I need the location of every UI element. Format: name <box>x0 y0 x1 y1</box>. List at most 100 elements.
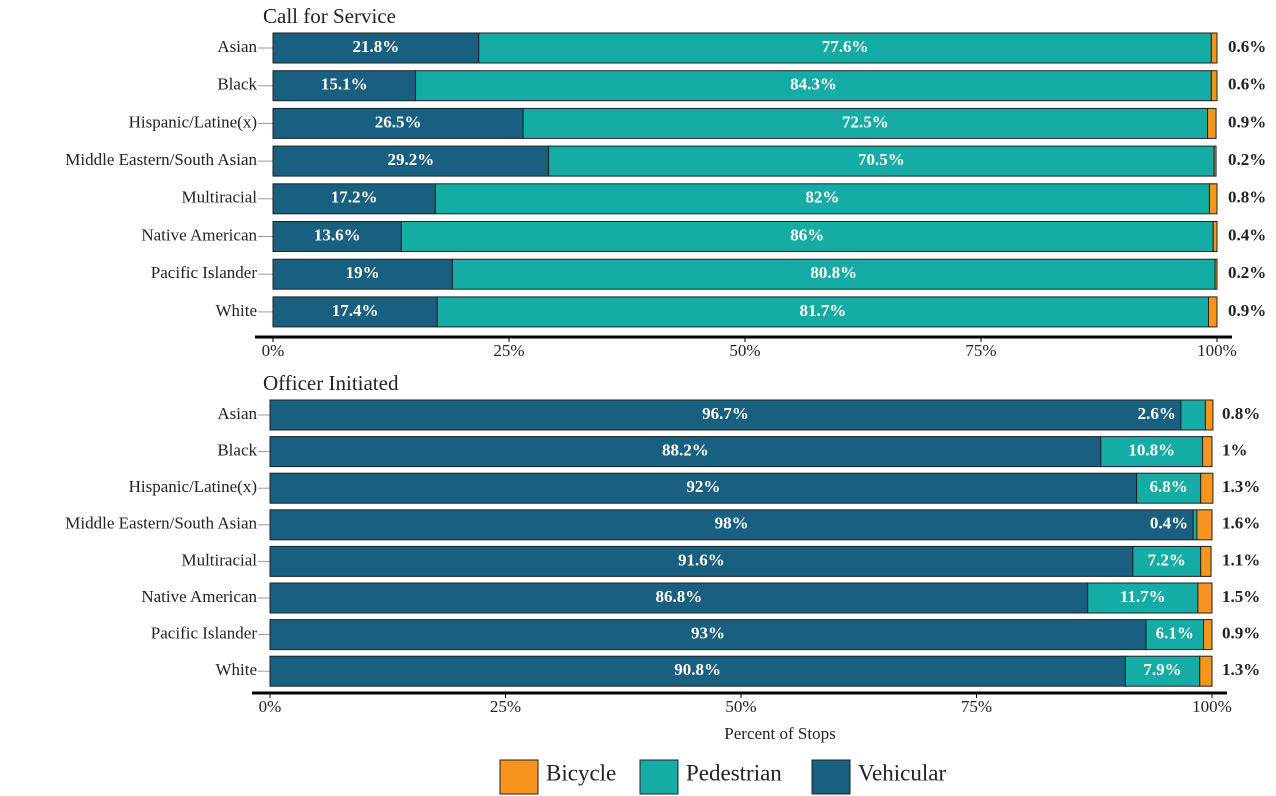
value-label: 0.6% <box>1228 75 1266 94</box>
value-label: 91.6% <box>678 550 725 569</box>
bar-segment <box>478 32 1212 64</box>
bar-segment <box>1210 32 1218 64</box>
value-label: 0.4% <box>1228 225 1266 244</box>
bar-segment <box>1204 399 1214 431</box>
value-label: 0.8% <box>1228 188 1266 207</box>
y-tick-label: Hispanic/Latine(x) <box>129 112 257 131</box>
bar-segment <box>1202 436 1213 468</box>
bar-segment <box>548 145 1215 177</box>
bar-segment <box>269 545 1134 577</box>
value-label: 82% <box>805 188 839 207</box>
value-label: 0.8% <box>1222 404 1260 423</box>
value-label: 70.5% <box>858 150 905 169</box>
y-tick-label: Pacific Islander <box>151 263 258 282</box>
value-label: 6.8% <box>1150 477 1188 496</box>
legend-label: Vehicular <box>858 760 946 785</box>
x-tick-label: 25% <box>493 341 524 360</box>
value-label: 19% <box>346 263 380 282</box>
bar-segment <box>1212 221 1218 252</box>
value-label: 1.5% <box>1222 587 1260 606</box>
chart-title: Officer Initiated <box>263 371 399 395</box>
value-label: 1.3% <box>1222 660 1260 679</box>
value-label: 90.8% <box>674 660 721 679</box>
x-tick-label: 0% <box>259 697 282 716</box>
bar-segment <box>269 582 1089 614</box>
y-tick-label: Black <box>217 441 257 460</box>
value-label: 1% <box>1222 441 1248 460</box>
bar-segment <box>272 296 438 328</box>
y-tick-label: Middle Eastern/South Asian <box>65 514 257 533</box>
bar-segment <box>272 107 524 139</box>
bar-segment <box>272 258 453 290</box>
bar-segment <box>1196 509 1213 541</box>
value-label: 1.1% <box>1222 550 1260 569</box>
value-label: 0.9% <box>1222 624 1260 643</box>
bar-segment <box>1203 619 1213 651</box>
y-tick-label: Multiracial <box>181 188 257 207</box>
bar-segment <box>272 183 436 215</box>
legend-label: Bicycle <box>546 760 616 785</box>
value-label: 11.7% <box>1120 587 1166 606</box>
bar-segment <box>269 619 1147 651</box>
value-label: 86% <box>790 225 824 244</box>
bar-segment <box>1207 107 1217 139</box>
value-label: 98% <box>715 514 749 533</box>
bar-segment <box>400 221 1214 252</box>
x-tick-label: 75% <box>961 697 992 716</box>
bar-segment <box>272 32 480 64</box>
x-tick-label: 100% <box>1197 341 1237 360</box>
y-tick-label: White <box>215 301 257 320</box>
y-tick-label: Native American <box>141 225 257 244</box>
value-label: 10.8% <box>1128 441 1175 460</box>
chart-title: Call for Service <box>263 4 396 28</box>
bar-segment <box>1136 472 1202 504</box>
y-tick-label: Multiracial <box>181 550 257 569</box>
bar-segment <box>269 655 1126 687</box>
value-label: 84.3% <box>790 75 837 94</box>
x-tick-label: 50% <box>729 341 760 360</box>
bar-segment <box>1213 145 1217 177</box>
value-label: 0.2% <box>1228 150 1266 169</box>
value-label: 96.7% <box>702 404 749 423</box>
value-label: 92% <box>686 477 720 496</box>
y-tick-label: Hispanic/Latine(x) <box>129 477 257 496</box>
value-label: 0.9% <box>1228 301 1266 320</box>
bar-segment <box>436 296 1210 328</box>
value-label: 77.6% <box>822 37 869 56</box>
value-label: 6.1% <box>1156 624 1194 643</box>
bar-segment <box>272 221 402 252</box>
legend-swatch <box>811 759 851 795</box>
value-label: 26.5% <box>375 112 422 131</box>
value-label: 72.5% <box>842 112 889 131</box>
bar-segment <box>269 509 1194 541</box>
value-label: 17.4% <box>332 301 379 320</box>
bar-segment <box>269 472 1138 504</box>
value-label: 0.9% <box>1228 112 1266 131</box>
value-label: 0.2% <box>1228 263 1266 282</box>
y-tick-label: Native American <box>141 587 257 606</box>
value-label: 0.4% <box>1150 514 1188 533</box>
bar-segment <box>1210 70 1218 102</box>
bar-segment <box>1208 296 1218 328</box>
value-label: 88.2% <box>662 441 709 460</box>
bar-segment <box>1200 545 1212 577</box>
legend-label: Pedestrian <box>686 760 782 785</box>
value-label: 7.9% <box>1143 660 1181 679</box>
value-label: 81.7% <box>800 301 847 320</box>
x-axis-label: Percent of Stops <box>724 724 835 743</box>
value-label: 86.8% <box>655 587 702 606</box>
bar-segment <box>269 436 1102 468</box>
value-label: 2.6% <box>1138 404 1176 423</box>
bar-segment <box>1214 258 1218 290</box>
value-label: 21.8% <box>353 37 400 56</box>
value-label: 13.6% <box>314 225 361 244</box>
bar-segment <box>1145 619 1205 651</box>
bar-segment <box>1192 509 1198 541</box>
x-tick-label: 25% <box>490 697 521 716</box>
bar-segment <box>451 258 1216 290</box>
value-label: 1.3% <box>1222 477 1260 496</box>
value-label: 1.6% <box>1222 514 1260 533</box>
bar-segment <box>1197 582 1213 614</box>
